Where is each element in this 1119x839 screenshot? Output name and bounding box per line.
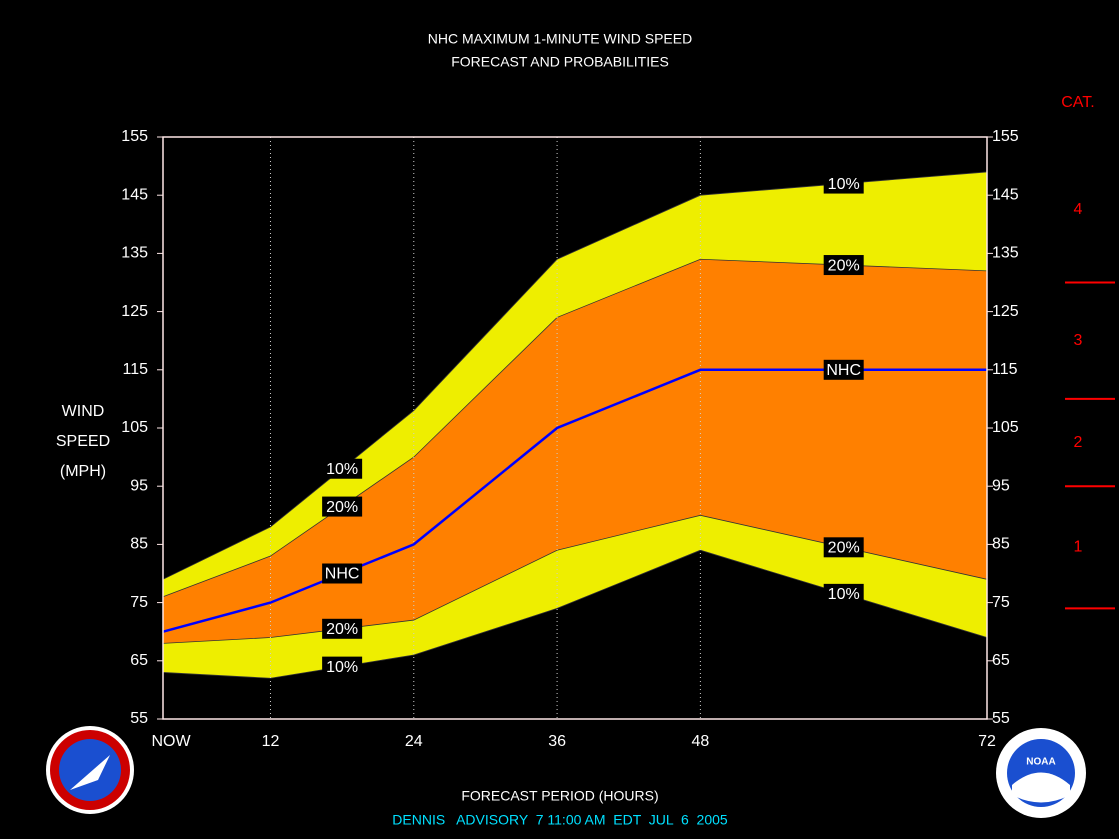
footer: DENNIS ADVISORY 7 11:00 AM EDT JUL 6 200… bbox=[392, 812, 728, 828]
category-title: CAT. bbox=[1061, 94, 1094, 111]
y-tick-label: 115 bbox=[122, 361, 148, 378]
series-label: 10% bbox=[828, 176, 860, 193]
x-tick-label: 48 bbox=[691, 733, 709, 750]
label-box bbox=[322, 618, 363, 639]
y-tick-label: 75 bbox=[130, 594, 148, 611]
band-edge bbox=[162, 514, 988, 644]
series-label: 20% bbox=[828, 540, 860, 557]
x-tick-label: 36 bbox=[548, 733, 566, 750]
logo-wave bbox=[1012, 772, 1070, 803]
label-box bbox=[823, 173, 864, 194]
label-box bbox=[823, 537, 864, 558]
label-box bbox=[823, 583, 864, 604]
logo-bolt bbox=[70, 755, 110, 790]
noaa-logo: NOAA bbox=[996, 728, 1086, 818]
y-tick-label: 105 bbox=[121, 419, 148, 436]
series-label: NHC bbox=[325, 566, 360, 583]
category-label: 1 bbox=[1074, 539, 1083, 556]
series-label: 20% bbox=[326, 621, 358, 638]
series-label: 10% bbox=[828, 586, 860, 603]
y-tick-label: 95 bbox=[130, 477, 148, 494]
y-axis-label: (MPH) bbox=[60, 463, 106, 480]
label-box bbox=[322, 656, 363, 677]
x-axis-label: FORECAST PERIOD (HOURS) bbox=[461, 788, 658, 804]
series-label: 20% bbox=[326, 499, 358, 516]
category-label: 4 bbox=[1074, 201, 1083, 218]
label-box bbox=[322, 458, 363, 479]
series-label: 20% bbox=[828, 257, 860, 274]
logo-center bbox=[59, 739, 121, 801]
chart-subtitle: FORECAST AND PROBABILITIES bbox=[451, 54, 669, 70]
band-edge bbox=[162, 258, 988, 598]
label-box bbox=[823, 359, 864, 380]
label-box bbox=[823, 255, 864, 276]
series-label: NHC bbox=[826, 362, 861, 379]
x-tick-label: 12 bbox=[262, 733, 280, 750]
y2-tick-label: 115 bbox=[992, 361, 1018, 378]
series-label: 10% bbox=[326, 461, 358, 478]
y2-tick-label: 85 bbox=[992, 536, 1010, 553]
y-tick-label: 55 bbox=[130, 710, 148, 727]
label-box bbox=[322, 563, 363, 584]
band-edge bbox=[162, 549, 988, 679]
band-edge bbox=[162, 171, 988, 580]
y-axis-label: WIND bbox=[62, 403, 105, 420]
y2-tick-label: 75 bbox=[992, 594, 1010, 611]
y-tick-label: 85 bbox=[130, 536, 148, 553]
category-label: 3 bbox=[1074, 332, 1083, 349]
x-tick-label: NOW bbox=[151, 733, 191, 750]
y-tick-label: 65 bbox=[130, 652, 148, 669]
y2-tick-label: 145 bbox=[992, 186, 1019, 203]
y2-tick-label: 155 bbox=[992, 128, 1019, 145]
category-label: 2 bbox=[1074, 434, 1083, 451]
y-tick-label: 155 bbox=[121, 128, 148, 145]
y2-tick-label: 65 bbox=[992, 652, 1010, 669]
forecast-line bbox=[162, 368, 987, 633]
y-tick-label: 135 bbox=[121, 245, 148, 262]
y-axis-label: SPEED bbox=[56, 433, 110, 450]
y2-tick-label: 125 bbox=[992, 303, 1019, 320]
y2-tick-label: 135 bbox=[992, 245, 1019, 262]
nws-logo bbox=[46, 726, 134, 814]
y-tick-label: 145 bbox=[121, 186, 148, 203]
y2-tick-label: 55 bbox=[992, 710, 1010, 727]
series-label: 10% bbox=[326, 659, 358, 676]
chart-title: NHC MAXIMUM 1-MINUTE WIND SPEED bbox=[428, 31, 692, 47]
y2-tick-label: 95 bbox=[992, 477, 1010, 494]
label-box bbox=[322, 496, 363, 517]
band-area bbox=[163, 259, 987, 644]
x-tick-label: 24 bbox=[405, 733, 423, 750]
y2-tick-label: 105 bbox=[992, 419, 1019, 436]
logo-text: NOAA bbox=[1026, 757, 1055, 768]
y-tick-label: 125 bbox=[121, 303, 148, 320]
x-tick-label: 72 bbox=[978, 733, 996, 750]
